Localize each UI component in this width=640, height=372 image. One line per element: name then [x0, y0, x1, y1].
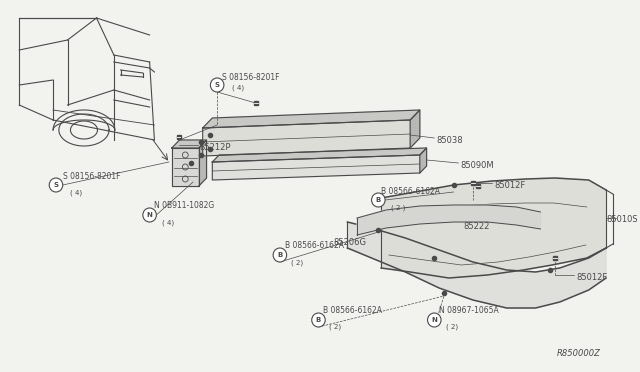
- Polygon shape: [172, 148, 199, 186]
- Circle shape: [312, 313, 325, 327]
- Circle shape: [143, 208, 156, 222]
- Polygon shape: [381, 178, 606, 278]
- Text: R850000Z: R850000Z: [556, 349, 600, 358]
- Circle shape: [428, 313, 441, 327]
- Text: N: N: [147, 212, 152, 218]
- Text: ( 4): ( 4): [70, 189, 83, 196]
- Text: 85206G: 85206G: [333, 238, 366, 247]
- Text: S 08156-8201F: S 08156-8201F: [63, 172, 120, 181]
- Text: 85212P: 85212P: [200, 143, 231, 152]
- Polygon shape: [203, 120, 410, 156]
- Text: ( 4): ( 4): [232, 84, 244, 91]
- Text: 85012F: 85012F: [576, 273, 607, 282]
- Text: 85010S: 85010S: [606, 215, 637, 224]
- Text: B 08566-6162A: B 08566-6162A: [285, 241, 344, 250]
- Text: 85012F: 85012F: [494, 181, 525, 190]
- Text: ( 2): ( 2): [329, 323, 341, 330]
- Text: N: N: [431, 317, 437, 323]
- Polygon shape: [348, 222, 606, 308]
- Circle shape: [211, 78, 224, 92]
- Text: ( 2 ): ( 2 ): [391, 204, 405, 211]
- Polygon shape: [199, 140, 207, 186]
- Circle shape: [49, 178, 63, 192]
- Text: S 08156-8201F: S 08156-8201F: [222, 73, 280, 82]
- Text: 85038: 85038: [436, 136, 463, 145]
- Text: ( 2): ( 2): [291, 259, 303, 266]
- Polygon shape: [357, 205, 540, 235]
- Text: 85222: 85222: [463, 222, 490, 231]
- Polygon shape: [420, 148, 427, 173]
- Text: B: B: [376, 197, 381, 203]
- Polygon shape: [203, 110, 420, 128]
- Text: B: B: [316, 317, 321, 323]
- Text: B 08566-6162A: B 08566-6162A: [323, 306, 382, 315]
- Text: B 08566-6162A: B 08566-6162A: [381, 187, 440, 196]
- Polygon shape: [410, 110, 420, 148]
- Text: N 0B911-1082G: N 0B911-1082G: [154, 201, 214, 210]
- Text: ( 4): ( 4): [162, 219, 174, 225]
- Text: ( 2): ( 2): [446, 323, 458, 330]
- Polygon shape: [172, 140, 207, 148]
- Circle shape: [273, 248, 287, 262]
- Text: B: B: [277, 252, 282, 258]
- Text: S: S: [214, 82, 220, 88]
- Text: 85090M: 85090M: [460, 161, 494, 170]
- Circle shape: [372, 193, 385, 207]
- Polygon shape: [212, 148, 427, 162]
- Text: N 08967-1065A: N 08967-1065A: [439, 306, 499, 315]
- Polygon shape: [212, 155, 420, 180]
- Text: S: S: [54, 182, 58, 188]
